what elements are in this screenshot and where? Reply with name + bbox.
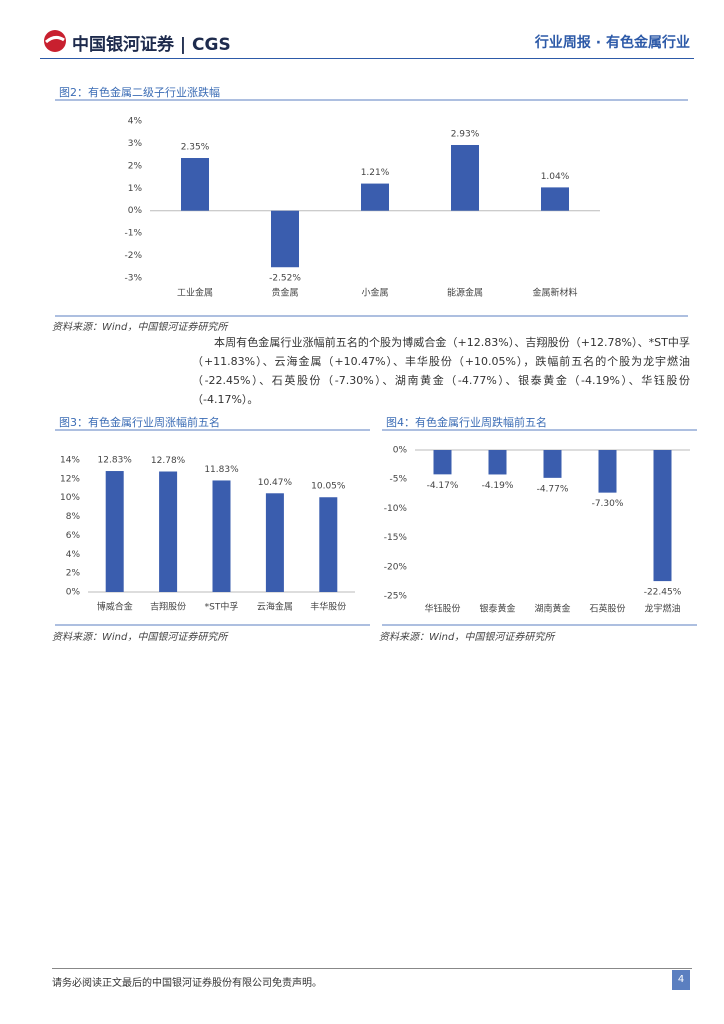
y-tick-label: -15% [384, 533, 408, 543]
bar [159, 471, 178, 592]
logo-mark [44, 30, 66, 52]
y-tick-label: -25% [384, 592, 408, 602]
source: 资料来源：Wind，中国银河证券研究所 [379, 632, 555, 643]
y-tick-label: -3% [124, 274, 142, 284]
value-label: 12.83% [98, 456, 133, 466]
x-tick-label: 云海金属 [257, 601, 293, 613]
value-label: 10.47% [258, 478, 293, 488]
value-label: 1.21% [361, 168, 390, 178]
value-label: -4.77% [537, 484, 569, 494]
value-label: 2.93% [451, 129, 480, 139]
logo-cn: 中国银河证券 [72, 35, 174, 55]
value-label: -4.17% [427, 481, 459, 491]
y-tick-label: 8% [66, 512, 81, 522]
logo-en: CGS [192, 35, 231, 55]
x-tick-label: 小金属 [361, 287, 388, 299]
y-tick-label: 12% [60, 474, 80, 484]
logo [42, 28, 232, 58]
value-label: 11.83% [204, 465, 239, 475]
x-tick-label: *ST中孚 [205, 601, 239, 613]
report-type: 行业周报 · 有色金属行业 [534, 35, 690, 51]
x-tick-label: 华钰股份 [424, 603, 460, 615]
y-tick-label: 4% [66, 550, 81, 560]
x-tick-label: 博威合金 [97, 601, 133, 613]
value-label: 10.05% [311, 482, 346, 492]
y-tick-label: 2% [66, 569, 81, 579]
body-text: 本周有色金属行业涨幅前五名的个股为博威合金（+12.83%）、吉翔股份（+12.… [192, 336, 690, 406]
x-tick-label: 贵金属 [271, 287, 298, 299]
y-tick-label: -10% [384, 504, 408, 514]
bar [433, 450, 452, 475]
source: 资料来源：Wind，中国银河证券研究所 [52, 632, 228, 643]
logo-text: 中国银河证券 | CGS [72, 35, 231, 55]
y-tick-label: 2% [128, 161, 143, 171]
disclaimer: 请务必阅读正文最后的中国银河证券股份有限公司免责声明。 [52, 978, 322, 989]
y-tick-label: -1% [124, 229, 142, 239]
x-tick-label: 吉翔股份 [150, 601, 186, 613]
x-tick-label: 龙宇燃油 [644, 603, 680, 615]
x-tick-label: 湖南黄金 [534, 603, 570, 615]
source: 资料来源：Wind，中国银河证券研究所 [52, 322, 228, 333]
chart-title: 图3：有色金属行业周涨幅前五名 [59, 416, 220, 429]
y-tick-label: -2% [124, 251, 142, 261]
value-label: -2.52% [269, 274, 301, 284]
y-tick-label: 0% [393, 446, 408, 456]
bar [488, 450, 507, 475]
x-tick-label: 金属新材料 [532, 287, 577, 299]
value-label: 12.78% [151, 456, 186, 466]
bar [212, 480, 231, 592]
y-tick-label: 14% [60, 456, 80, 466]
bar [543, 450, 562, 478]
value-label: -7.30% [592, 499, 624, 509]
bar [181, 158, 209, 211]
value-label: -22.45% [644, 588, 682, 598]
y-tick-label: 4% [128, 117, 143, 127]
y-tick-label: 10% [60, 493, 80, 503]
bar [541, 187, 569, 211]
bar [598, 450, 617, 493]
bar [451, 144, 479, 211]
x-tick-label: 丰华股份 [310, 601, 346, 613]
bar [271, 210, 299, 268]
x-tick-label: 银泰黄金 [479, 603, 515, 615]
value-label: -4.19% [482, 481, 514, 491]
chart-title: 图4：有色金属行业周跌幅前五名 [386, 416, 547, 429]
y-tick-label: 0% [66, 588, 81, 598]
y-tick-label: 0% [128, 206, 143, 216]
page-number: 4 [672, 970, 690, 990]
value-label: 2.35% [181, 143, 210, 153]
logo-art [44, 30, 66, 52]
y-tick-label: 6% [66, 531, 81, 541]
y-tick-label: -20% [384, 562, 408, 572]
value-label: 1.04% [541, 172, 570, 182]
y-tick-label: 1% [128, 184, 143, 194]
x-tick-label: 能源金属 [447, 287, 483, 299]
bar [361, 183, 389, 211]
bar [265, 493, 284, 592]
bar [105, 471, 124, 592]
y-tick-label: -5% [389, 475, 407, 485]
x-tick-label: 石英股份 [589, 603, 625, 615]
logo-swoosh [45, 35, 65, 44]
bar [319, 497, 338, 592]
bar [653, 450, 672, 582]
charts: -3% -2% -1% 0% 1% 2% 3% 4% 2.35% 工业金属 -2.52% 贵金属 1.2… [55, 99, 697, 626]
y-tick-label: 3% [128, 139, 143, 149]
chart-title: 图2：有色金属二级子行业涨跌幅 [59, 86, 220, 99]
header-rule [40, 58, 694, 59]
x-tick-label: 工业金属 [177, 287, 213, 299]
footer-rule [52, 968, 692, 969]
